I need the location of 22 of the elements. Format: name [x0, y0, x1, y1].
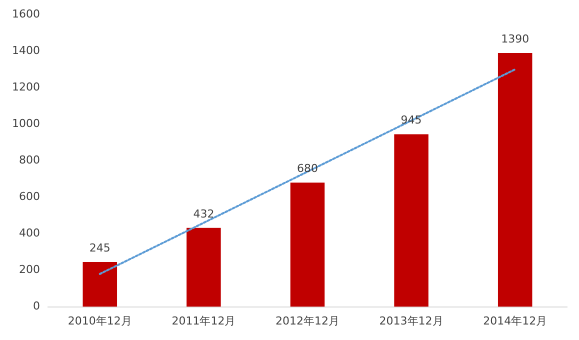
x-tick-label: 2010年12月	[68, 314, 132, 328]
y-tick-label: 1600	[12, 7, 40, 20]
y-tick-label: 200	[18, 263, 40, 276]
data-label: 245	[89, 241, 110, 254]
x-tick-label: 2013年12月	[379, 314, 444, 328]
bar	[498, 52, 532, 307]
y-tick-label: 800	[18, 154, 40, 167]
x-tick-label: 2012年12月	[275, 314, 340, 328]
data-label: 432	[193, 207, 214, 220]
x-tick-label: 2011年12月	[172, 314, 236, 328]
bar	[82, 262, 118, 307]
y-tick-label: 1000	[12, 117, 40, 130]
y-tick-label: 600	[18, 190, 40, 204]
x-tick-label: 2014年12月	[483, 314, 548, 328]
data-label: 1390	[501, 32, 530, 46]
y-tick-label: 1200	[12, 80, 40, 94]
bar	[186, 228, 221, 307]
y-tick-label: 0	[32, 300, 40, 313]
y-tick-label: 400	[18, 226, 40, 240]
bar	[290, 182, 325, 307]
y-tick-label: 1400	[12, 44, 40, 57]
bar	[394, 134, 428, 307]
